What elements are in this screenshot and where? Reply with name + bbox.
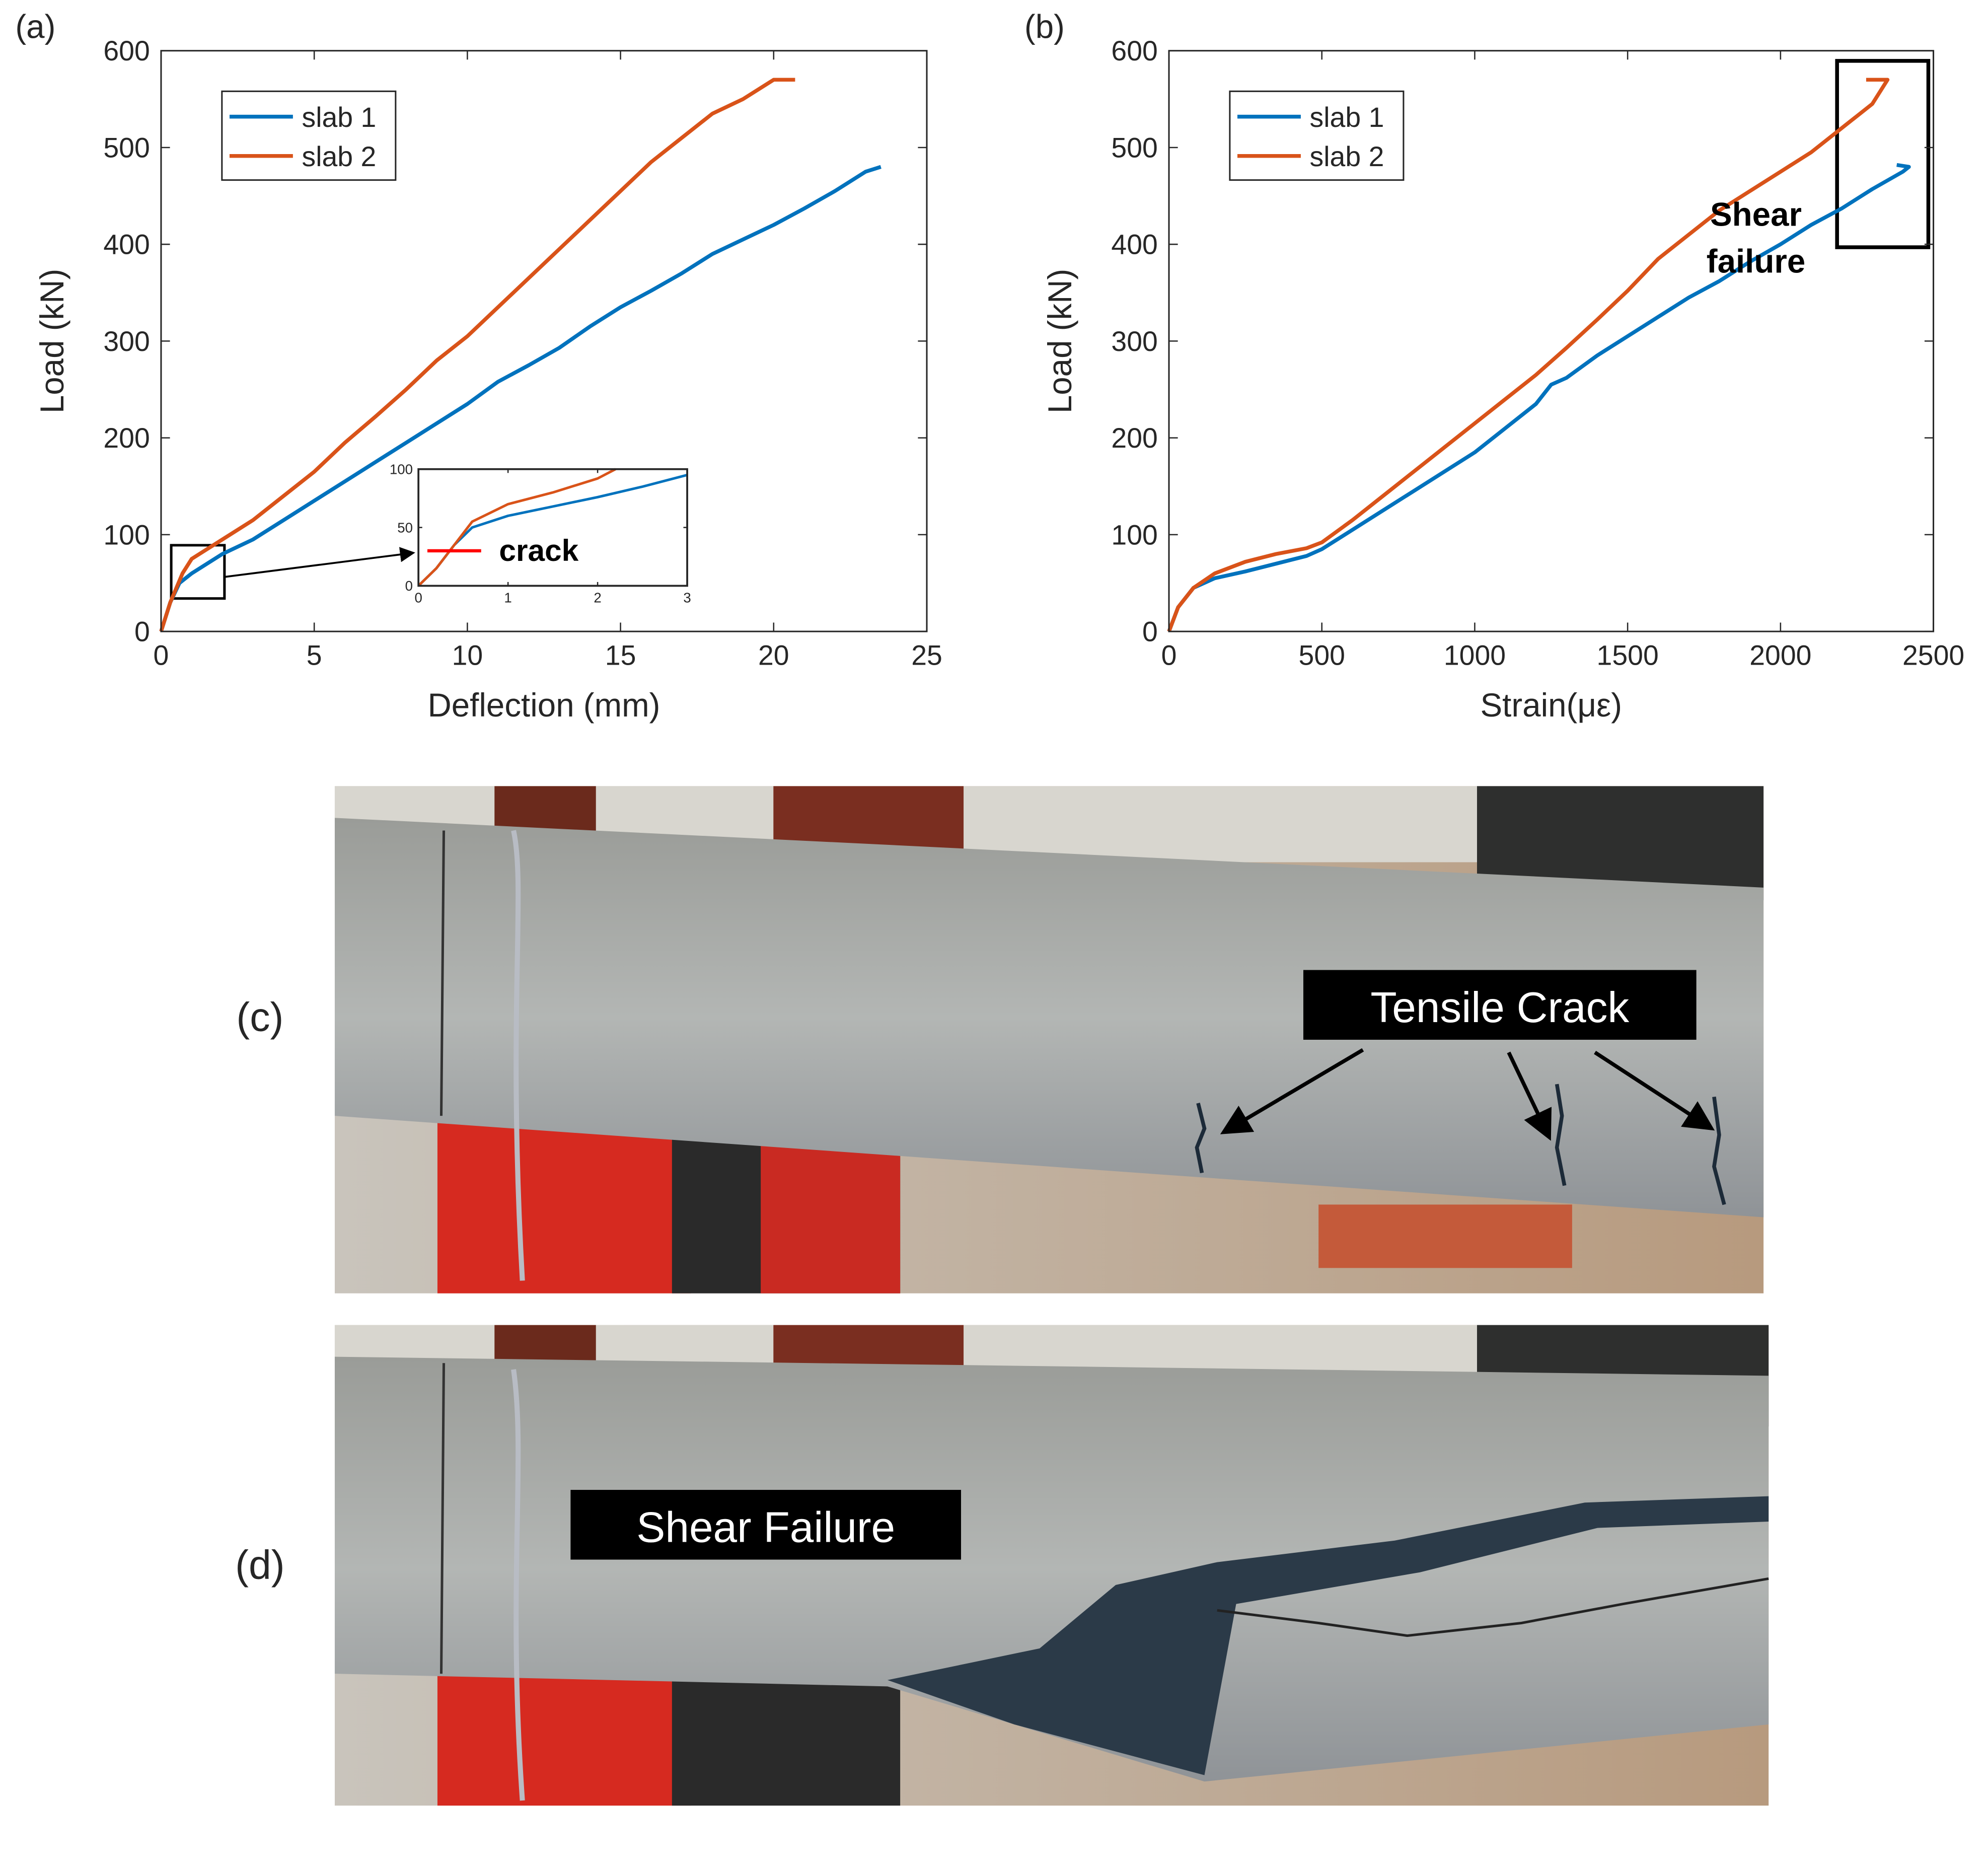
y-tick-label: 300 (1111, 326, 1157, 357)
y-tick-label: 500 (1111, 132, 1157, 163)
series-line (159, 78, 795, 632)
y-tick-label: 200 (103, 422, 150, 454)
y-axis-label: Load (kN) (34, 269, 70, 413)
zoom-box (170, 544, 226, 600)
y-tick-label: 0 (134, 616, 150, 648)
annotation: failure (1707, 243, 1805, 279)
x-tick-label: 20 (758, 640, 789, 671)
y-tick-label: 100 (390, 461, 413, 477)
axes-frame (160, 50, 928, 632)
series-line (1167, 163, 1911, 632)
annotation: crack (499, 533, 578, 567)
axes-frame (1168, 50, 1935, 632)
y-tick-label: 400 (1111, 229, 1157, 260)
x-axis-label: Deflection (mm) (427, 687, 660, 724)
legend-label: slab 1 (1310, 102, 1384, 133)
panel-label: (a) (15, 9, 55, 45)
x-tick-label: 10 (452, 640, 483, 671)
y-tick-label: 600 (1111, 35, 1157, 66)
photo-c: Tensile Crack (c) (236, 786, 1764, 1293)
zoom-arrow (224, 547, 415, 578)
photo-annotation: Shear Failure (636, 1503, 895, 1551)
x-tick-label: 2500 (1902, 640, 1964, 671)
legend-label: slab 1 (302, 102, 376, 133)
x-tick-label: 2000 (1749, 640, 1811, 671)
annotation: Shear (1710, 196, 1802, 233)
panel-label: (c) (236, 994, 283, 1040)
x-tick-label: 5 (307, 640, 322, 671)
y-tick-label: 200 (1111, 422, 1157, 454)
legend-label: slab 2 (1310, 141, 1384, 172)
series-line (1167, 78, 1890, 632)
axes-frame (417, 468, 688, 587)
y-axis-label: Load (kN) (1042, 269, 1078, 413)
inset-background (418, 469, 688, 586)
legend-label: slab 2 (302, 141, 376, 172)
legend-box (1229, 90, 1405, 181)
y-tick-label: 300 (103, 326, 150, 357)
x-tick-label: 500 (1299, 640, 1345, 671)
x-tick-label: 0 (154, 640, 169, 671)
x-tick-label: 15 (605, 640, 636, 671)
y-tick-label: 600 (103, 35, 150, 66)
x-tick-label: 0 (1161, 640, 1177, 671)
failure-box (1835, 59, 1931, 249)
y-tick-label: 400 (103, 229, 150, 260)
panel-label: (d) (235, 1542, 284, 1588)
series-line (417, 468, 616, 587)
y-tick-label: 50 (397, 520, 413, 535)
y-tick-label: 100 (1111, 519, 1157, 550)
x-tick-label: 25 (911, 640, 942, 671)
x-axis-label: Strain(με) (1481, 687, 1623, 724)
legend-box (221, 90, 397, 181)
x-tick-label: 1000 (1444, 640, 1506, 671)
photo-d: Shear Failure (d) (235, 1325, 1769, 1806)
x-tick-label: 2 (594, 590, 601, 606)
y-tick-label: 0 (1142, 616, 1158, 648)
panel-label: (b) (1024, 9, 1065, 45)
x-tick-label: 1500 (1597, 640, 1659, 671)
y-tick-label: 100 (103, 519, 150, 550)
x-tick-label: 3 (683, 590, 691, 606)
x-tick-label: 0 (414, 590, 422, 606)
x-tick-label: 1 (504, 590, 511, 606)
series-line (159, 165, 881, 632)
photo-annotation: Tensile Crack (1370, 983, 1629, 1032)
y-tick-label: 0 (405, 578, 413, 594)
y-tick-label: 500 (103, 132, 150, 163)
